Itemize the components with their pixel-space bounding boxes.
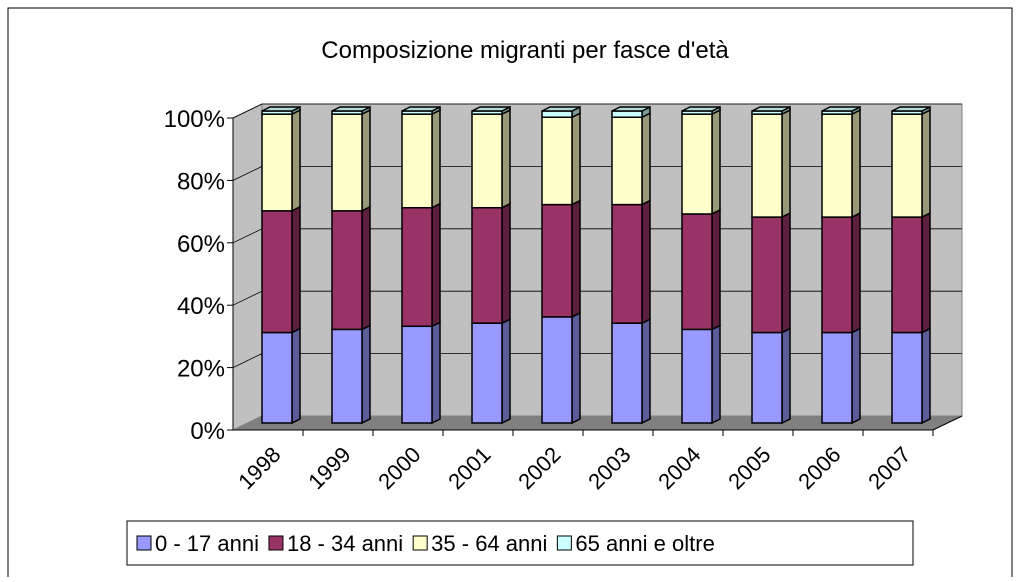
- legend-label: 18 - 34 anni: [287, 531, 403, 556]
- bar: [891, 216, 923, 334]
- bar-top: [681, 106, 721, 112]
- legend-label: 0 - 17 anni: [155, 531, 259, 556]
- bar-side: [711, 324, 721, 425]
- bar: [821, 113, 853, 218]
- bar-side: [501, 202, 511, 325]
- bar: [611, 203, 643, 324]
- bar-side: [291, 327, 301, 425]
- bar-side: [361, 324, 371, 425]
- bar: [541, 116, 573, 206]
- bar-side: [431, 202, 441, 328]
- bar-top: [611, 106, 651, 112]
- bar: [821, 331, 853, 424]
- bar: [611, 110, 643, 118]
- bar: [751, 113, 783, 218]
- bar-side: [641, 112, 651, 206]
- bar-side: [781, 108, 791, 219]
- bar: [751, 331, 783, 424]
- bar: [471, 206, 503, 324]
- bar-side: [711, 108, 721, 216]
- bar: [681, 328, 713, 424]
- bar: [681, 113, 713, 215]
- bar-side: [291, 205, 301, 334]
- legend-swatch: [136, 535, 152, 551]
- x-axis-depth: [932, 415, 963, 431]
- bar: [891, 331, 923, 424]
- bar: [821, 216, 853, 334]
- bar-top: [821, 106, 861, 112]
- bar-side: [431, 108, 441, 209]
- bar-side: [781, 211, 791, 334]
- bar-side: [361, 108, 371, 213]
- bar-side: [571, 112, 581, 206]
- grid-line: [232, 290, 263, 306]
- legend-swatch: [412, 535, 428, 551]
- legend-swatch: [268, 535, 284, 551]
- y-tick-label: 20%: [177, 356, 225, 383]
- bar: [541, 110, 573, 118]
- y-tick-label: 100%: [164, 106, 225, 133]
- bar-side: [501, 317, 511, 425]
- bar: [331, 113, 363, 212]
- bar: [471, 113, 503, 209]
- y-tick-label: 0%: [190, 418, 225, 445]
- legend-label: 65 anni e oltre: [575, 531, 714, 556]
- bar-side: [851, 327, 861, 425]
- bar: [681, 213, 713, 331]
- bar: [401, 325, 433, 424]
- bar: [401, 206, 433, 328]
- bar: [261, 210, 293, 334]
- bar-top: [261, 106, 301, 112]
- grid-line: [232, 103, 263, 119]
- bar-side: [361, 205, 371, 331]
- bar: [401, 113, 433, 209]
- bar-top: [331, 106, 371, 112]
- bar: [611, 116, 643, 206]
- bar-side: [921, 211, 931, 334]
- grid-line: [232, 353, 263, 368]
- grid-line: [232, 166, 263, 181]
- side-wall: [232, 103, 263, 431]
- y-tick-label: 60%: [177, 231, 225, 258]
- bar-side: [291, 108, 301, 213]
- y-tick-label: 40%: [177, 293, 225, 320]
- bar: [541, 316, 573, 424]
- bar-side: [711, 208, 721, 331]
- bar: [261, 331, 293, 424]
- chart-title: Composizione migranti per fasce d'età: [321, 37, 729, 64]
- bar-top: [471, 106, 511, 112]
- bar: [331, 328, 363, 424]
- bar-top: [541, 106, 581, 112]
- bar-top: [891, 106, 931, 112]
- bar-side: [641, 199, 651, 325]
- bar-side: [921, 108, 931, 219]
- bar: [541, 203, 573, 318]
- bar-side: [921, 327, 931, 425]
- bar-top: [401, 106, 441, 112]
- bar-side: [851, 108, 861, 219]
- bar: [751, 216, 783, 334]
- bar-top: [751, 106, 791, 112]
- bar-side: [781, 327, 791, 425]
- bar-side: [571, 311, 581, 425]
- bar-side: [501, 108, 511, 209]
- grid-line: [232, 228, 263, 244]
- y-tick-label: 80%: [177, 168, 225, 195]
- bar: [891, 113, 923, 218]
- bar-side: [571, 199, 581, 319]
- bar: [471, 322, 503, 424]
- legend: [126, 520, 914, 566]
- legend-label: 35 - 64 anni: [431, 531, 547, 556]
- bar-side: [641, 317, 651, 425]
- bar: [331, 210, 363, 331]
- bar: [611, 322, 643, 424]
- bar-side: [851, 211, 861, 334]
- bar-side: [431, 321, 441, 425]
- legend-swatch: [556, 535, 572, 551]
- bar: [261, 113, 293, 212]
